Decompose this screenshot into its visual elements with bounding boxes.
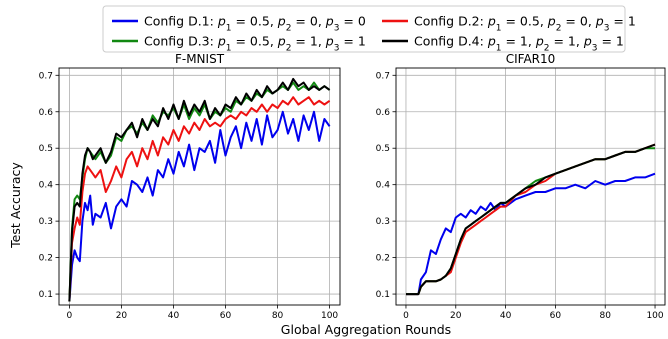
- axes-frame: [58, 67, 341, 306]
- series-line: [406, 143, 656, 296]
- series-group: [68, 77, 331, 302]
- panel-title: CIFAR10: [506, 52, 556, 66]
- panel-cifar10: CIFAR10 0 20 40 60 80 100 0.1 0.2 0.3 0.4 0.5 0.6 0.7: [376, 52, 666, 321]
- legend-label: Config D.1: p1 = 0.5, p2 = 0, p3 = 0: [144, 14, 366, 34]
- legend-entry: Config D.3: p1 = 0.5, p2 = 1, p3 = 1: [112, 34, 366, 54]
- y-tick-label: 0.7: [376, 71, 390, 81]
- series-line: [406, 143, 656, 296]
- y-tick-label: 0.6: [39, 108, 54, 118]
- x-tick-label: 80: [599, 311, 611, 321]
- legend-label: Config D.4: p1 = 1, p2 = 1, p3 = 1: [414, 34, 624, 54]
- legend: Config D.1: p1 = 0.5, p2 = 0, p3 = 0 Conf…: [102, 5, 636, 54]
- y-tick-label: 0.2: [39, 254, 53, 264]
- series-line: [68, 110, 331, 302]
- legend-entry: Config D.4: p1 = 1, p2 = 1, p3 = 1: [382, 34, 624, 54]
- y-axis-label: Test Accuracy: [8, 162, 23, 249]
- y-tick-label: 0.4: [39, 181, 54, 191]
- legend-label: Config D.2: p1 = 0.5, p2 = 0, p3 = 1: [414, 14, 636, 34]
- series-line: [406, 172, 656, 296]
- x-tick-label: 60: [220, 311, 232, 321]
- grid: [396, 68, 665, 305]
- panel-title: F-MNIST: [175, 52, 225, 66]
- x-tick-label: 80: [272, 311, 284, 321]
- x-tick-label: 20: [116, 311, 128, 321]
- y-tick-label: 0.1: [376, 290, 390, 300]
- series-line: [68, 77, 331, 302]
- series-line: [68, 96, 331, 302]
- x-axis-label: Global Aggregation Rounds: [281, 322, 451, 337]
- legend-frame: [102, 5, 626, 53]
- legend-label: Config D.3: p1 = 0.5, p2 = 1, p3 = 1: [144, 34, 366, 54]
- axes-frame: [395, 67, 666, 306]
- y-tick-label: 0.5: [39, 144, 53, 154]
- y-tick-label: 0.1: [39, 290, 53, 300]
- legend-entry: Config D.1: p1 = 0.5, p2 = 0, p3 = 0: [112, 14, 366, 34]
- series-group: [406, 143, 656, 296]
- y-tick-label: 0.4: [376, 181, 391, 191]
- legend-entry: Config D.2: p1 = 0.5, p2 = 0, p3 = 1: [382, 14, 636, 34]
- y-tick-label: 0.2: [376, 254, 390, 264]
- x-tick-label: 0: [403, 311, 409, 321]
- x-tick-label: 60: [550, 311, 562, 321]
- y-tick-label: 0.5: [376, 144, 390, 154]
- y-tick-label: 0.3: [39, 217, 53, 227]
- x-tick-label: 40: [500, 311, 512, 321]
- x-tick-label: 0: [67, 311, 73, 321]
- y-tick-label: 0.7: [39, 71, 53, 81]
- panel-fmnist: F-MNIST 0 20 40 60 80 100 0.1 0.2 0.3 0.4 0.5 0.6 0.7: [39, 52, 341, 321]
- series-line: [68, 81, 331, 302]
- grid: [59, 68, 340, 305]
- x-tick-label: 40: [168, 311, 180, 321]
- x-tick-label: 100: [321, 311, 338, 321]
- x-tick-label: 20: [450, 311, 462, 321]
- y-tick-label: 0.6: [376, 108, 391, 118]
- y-tick-label: 0.3: [376, 217, 390, 227]
- x-tick-label: 100: [646, 311, 663, 321]
